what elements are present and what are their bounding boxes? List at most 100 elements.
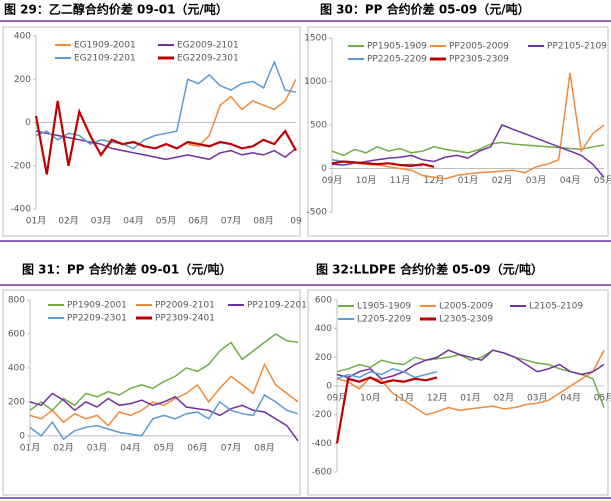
y-tick-label: 600 (8, 329, 25, 339)
x-tick-label: 05月 (154, 442, 174, 453)
x-tick-label: 04月 (120, 442, 140, 453)
legend-label: EG2109-2201 (74, 54, 136, 64)
x-tick-label: 01月 (460, 393, 480, 404)
series-line (34, 100, 297, 175)
legend-label: EG2009-2101 (177, 41, 239, 51)
legend-label: L2205-2209 (357, 315, 411, 325)
x-tick-label: 05月 (594, 393, 611, 404)
series-line (331, 160, 435, 168)
y-tick-label: 0 (321, 164, 327, 174)
legend-label: PP2105-2109 (547, 42, 607, 52)
series-line (29, 392, 299, 442)
x-tick-label: 08月 (253, 216, 273, 227)
legend-label: PP2109-2201 (247, 301, 307, 311)
x-tick-label: 06月 (187, 442, 207, 453)
chart-title: 图 31：PP 合约价差 09-01（元/吨） (22, 262, 232, 277)
x-tick-label: 10月 (360, 393, 380, 404)
x-tick-label: 09月 (327, 393, 347, 404)
series-line (336, 349, 605, 416)
x-tick-label: 11月 (390, 175, 410, 186)
series-line (29, 333, 299, 412)
y-tick-label: 200 (14, 75, 31, 85)
legend-label: L1905-1909 (357, 302, 411, 312)
series-line (35, 130, 297, 161)
y-tick-label: 800 (8, 296, 25, 306)
legend-label: PP2005-2009 (449, 42, 509, 52)
y-tick-label: 200 (315, 353, 332, 363)
legend-label: L2105-2109 (529, 302, 583, 312)
y-tick-label: 1000 (304, 77, 327, 87)
series-line (35, 59, 297, 150)
x-tick-label: 01月 (20, 442, 40, 453)
x-tick-label: 02月 (58, 216, 78, 227)
x-tick-label: 01月 (26, 216, 46, 227)
y-tick-label: 0 (19, 431, 25, 441)
x-tick-label: 04月 (123, 216, 143, 227)
x-tick-label: 02月 (53, 442, 73, 453)
series-line (187, 78, 297, 148)
y-tick-label: 200 (8, 397, 25, 407)
legend-label: PP1905-1909 (367, 42, 427, 52)
x-tick-label: 11月 (394, 393, 414, 404)
legend-label: L2305-2309 (439, 315, 493, 325)
x-tick-label: 05月 (156, 216, 176, 227)
panel (307, 289, 609, 496)
x-tick-label: 09月 (322, 175, 342, 186)
y-tick-label: 0 (326, 382, 332, 392)
y-tick-label: 600 (315, 296, 332, 306)
chart-title: 图 30：PP 合约价差 05-09（元/吨） (320, 2, 530, 17)
legend-label: EG2209-2301 (177, 54, 239, 64)
y-tick-label: 400 (14, 32, 31, 42)
y-tick-label: -200 (11, 161, 32, 171)
panel (2, 289, 301, 496)
legend-label: PP2009-2101 (155, 301, 215, 311)
x-tick-label: 06月 (188, 216, 208, 227)
x-tick-label: 02月 (494, 393, 514, 404)
x-tick-label: 02月 (492, 175, 512, 186)
chart-title: 图 29：乙二醇合约价差 09-01（元/吨） (4, 2, 228, 17)
panel (307, 26, 609, 237)
panel (2, 26, 301, 237)
y-tick-label: 400 (315, 324, 332, 334)
y-tick-label: -600 (312, 468, 333, 478)
y-tick-label: 0 (25, 118, 31, 128)
y-tick-label: -200 (312, 410, 333, 420)
y-tick-label: -400 (312, 439, 333, 449)
legend-label: EG1909-2001 (74, 41, 136, 51)
x-tick-label: 03月 (91, 216, 111, 227)
x-tick-label: 04月 (560, 175, 580, 186)
x-tick-label: 03月 (526, 175, 546, 186)
x-tick-label: 08月 (254, 442, 274, 453)
legend-label: PP2305-2309 (449, 55, 509, 65)
x-tick-label: 09 (290, 217, 302, 227)
x-tick-label: 12月 (424, 175, 444, 186)
series-line (29, 362, 299, 427)
x-tick-label: 12月 (427, 393, 447, 404)
legend-label: PP1909-2001 (67, 301, 127, 311)
y-tick-label: 1500 (304, 34, 327, 44)
x-tick-label: 10月 (356, 175, 376, 186)
series-line (29, 394, 299, 441)
chart-title: 图 32:LLDPE 合约价差 05-09（元/吨） (316, 262, 543, 277)
x-tick-label: 07月 (221, 442, 241, 453)
legend-label: PP2209-2301 (67, 314, 127, 324)
legend-label: PP2205-2209 (367, 55, 427, 65)
x-tick-label: 01月 (458, 175, 478, 186)
y-tick-label: -500 (307, 208, 328, 218)
x-tick-label: 03月 (527, 393, 547, 404)
series-line (335, 376, 438, 444)
x-tick-label: 07月 (221, 216, 241, 227)
x-tick-label: 03月 (87, 442, 107, 453)
series-line (336, 349, 605, 408)
y-tick-label: 400 (8, 363, 25, 373)
series-line (336, 368, 438, 380)
legend-label: L2005-2009 (439, 302, 493, 312)
series-line (331, 124, 605, 178)
y-tick-label: -400 (11, 205, 32, 215)
x-tick-label: 05月 (594, 175, 611, 186)
y-tick-label: 500 (310, 121, 327, 131)
x-tick-label: 04月 (560, 393, 580, 404)
legend-label: PP2309-2401 (155, 314, 215, 324)
series-line (336, 349, 605, 380)
